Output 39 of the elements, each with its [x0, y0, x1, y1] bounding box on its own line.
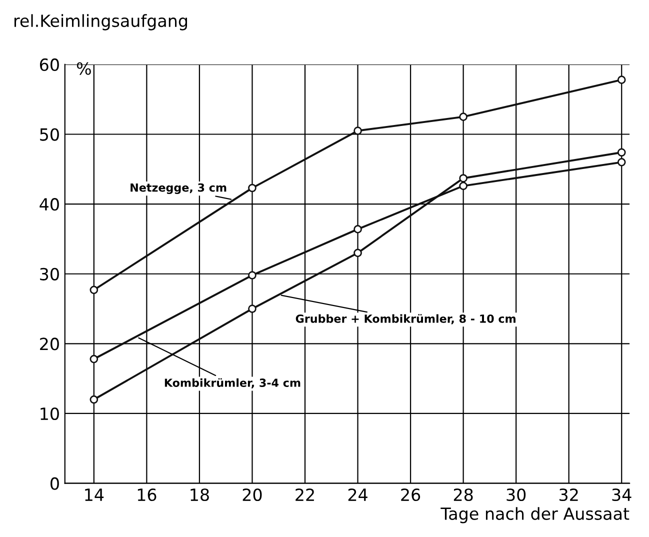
x-tick-label: 26 — [401, 488, 420, 502]
x-tick-label: 30 — [506, 488, 526, 502]
text: Grubber + Kombikrümler, 8 - 10 cm — [296, 314, 516, 324]
point — [617, 158, 626, 166]
point — [248, 304, 256, 313]
y-tick-label: 60 — [40, 58, 59, 72]
point — [617, 148, 626, 157]
y-tick-label: 50 — [40, 128, 59, 141]
point — [459, 112, 468, 121]
x-tick-label: 32 — [560, 488, 578, 502]
point — [354, 126, 362, 135]
x-tick-label: 28 — [454, 488, 473, 502]
x-tick-label: 16 — [138, 488, 156, 502]
point — [90, 286, 98, 294]
x-tick-label: 18 — [190, 488, 209, 502]
point — [248, 271, 256, 280]
annotation: % — [76, 62, 91, 75]
y-tick-label: 0 — [50, 477, 59, 490]
y-tick-label: 30 — [40, 268, 59, 280]
point — [90, 354, 98, 364]
x-tick-label: 34 — [612, 488, 632, 502]
point — [459, 182, 468, 190]
point — [354, 225, 362, 234]
y-tick-label: 10 — [40, 407, 59, 420]
x-tick-label: 22 — [296, 488, 314, 501]
text: Kombikrümler, 3-4 cm — [164, 378, 300, 388]
x-tick-label: 24 — [348, 488, 368, 501]
point — [248, 184, 256, 192]
point — [459, 174, 468, 182]
x-tick-label: 20 — [242, 488, 262, 502]
x-axis-title: Tage nach der Aussaat — [440, 507, 630, 524]
point — [617, 76, 626, 84]
point — [354, 248, 362, 258]
y-tick-label: 40 — [40, 198, 59, 211]
series-label: Netzegge, 3 cm — [130, 183, 226, 194]
y-axis-title: rel.Keimlingsaufgang — [14, 14, 188, 30]
point — [90, 395, 98, 404]
y-tick-label: 20 — [40, 338, 59, 350]
x-tick-label: 14 — [85, 488, 104, 501]
